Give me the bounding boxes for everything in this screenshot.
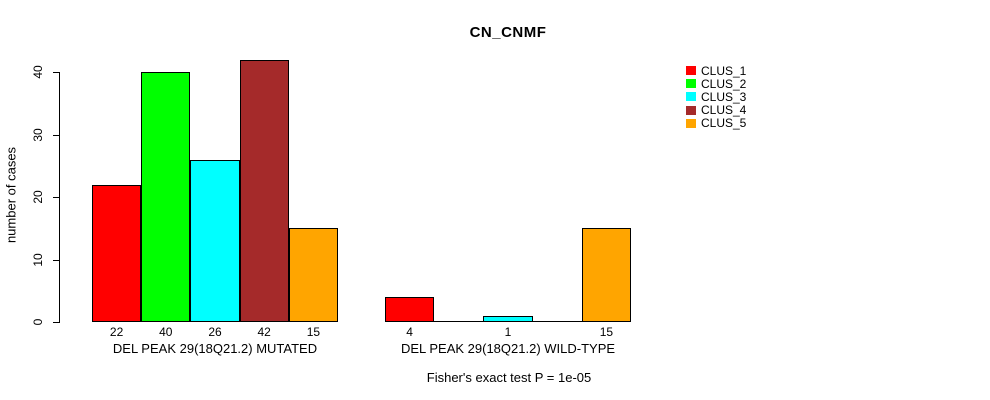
y-axis-tick [53, 259, 59, 261]
bar-value-label: 15 [306, 325, 321, 339]
bar-value-label: 40 [159, 325, 173, 339]
bar-clus_1-wild-type [385, 297, 435, 322]
group-label-mutated: DEL PEAK 29(18Q21.2) MUTATED [112, 341, 318, 356]
bar-value-label: 42 [257, 325, 271, 339]
zero-bar-clus_4-wild-type [532, 321, 582, 322]
y-axis-tick [53, 322, 59, 323]
bar-clus_2-mutated [141, 72, 191, 322]
legend-swatch-icon [686, 79, 696, 89]
y-axis-tick-label: 20 [31, 190, 45, 204]
group-label-wild-type: DEL PEAK 29(18Q21.2) WILD-TYPE [400, 341, 616, 356]
legend-swatch-icon [686, 118, 696, 128]
legend-item-clus_2: CLUS_2 [686, 76, 747, 91]
y-axis-tick [53, 134, 59, 136]
bar-value-label: 1 [504, 325, 512, 339]
y-axis-tick-label: 40 [31, 65, 45, 79]
bar-value-label: 4 [406, 325, 413, 339]
bar-clus_3-mutated [190, 159, 240, 322]
legend-item-clus_3: CLUS_3 [686, 89, 747, 104]
y-axis-tick [53, 197, 59, 198]
legend-label: CLUS_1 [701, 63, 747, 78]
bar-clus_5-mutated [288, 228, 338, 322]
legend-swatch-icon [686, 92, 696, 102]
bar-clus_5-wild-type [581, 228, 631, 322]
legend-item-clus_4: CLUS_4 [686, 103, 747, 118]
bar-clus_4-mutated [239, 59, 289, 322]
legend-label: CLUS_2 [701, 76, 747, 91]
legend-label: CLUS_5 [701, 116, 747, 131]
legend-label: CLUS_3 [701, 89, 747, 104]
fisher-test-caption: Fisher's exact test P = 1e-05 [426, 370, 592, 385]
y-axis-tick-label: 30 [31, 127, 45, 142]
legend-label: CLUS_4 [701, 103, 747, 118]
legend-item-clus_5: CLUS_5 [686, 116, 747, 131]
legend: CLUS_1 CLUS_2 CLUS_3 CLUS_4 CLUS_5 [686, 64, 746, 130]
y-axis-tick [53, 72, 59, 73]
bar-clus_3-wild-type [483, 315, 533, 322]
legend-swatch-icon [686, 66, 696, 76]
bar-value-label: 26 [208, 325, 222, 339]
chart-title: CN_CNMF [469, 24, 547, 41]
y-axis-line [59, 72, 60, 323]
legend-item-clus_1: CLUS_1 [686, 63, 747, 78]
legend-swatch-icon [686, 105, 696, 115]
zero-bar-clus_2-wild-type [434, 321, 484, 322]
bar-value-label: 15 [599, 325, 614, 339]
bar-value-label: 22 [109, 325, 124, 339]
bar-clus_1-mutated [92, 184, 142, 322]
y-axis-tick-label: 10 [31, 252, 45, 267]
y-axis-tick-label: 0 [31, 318, 45, 326]
